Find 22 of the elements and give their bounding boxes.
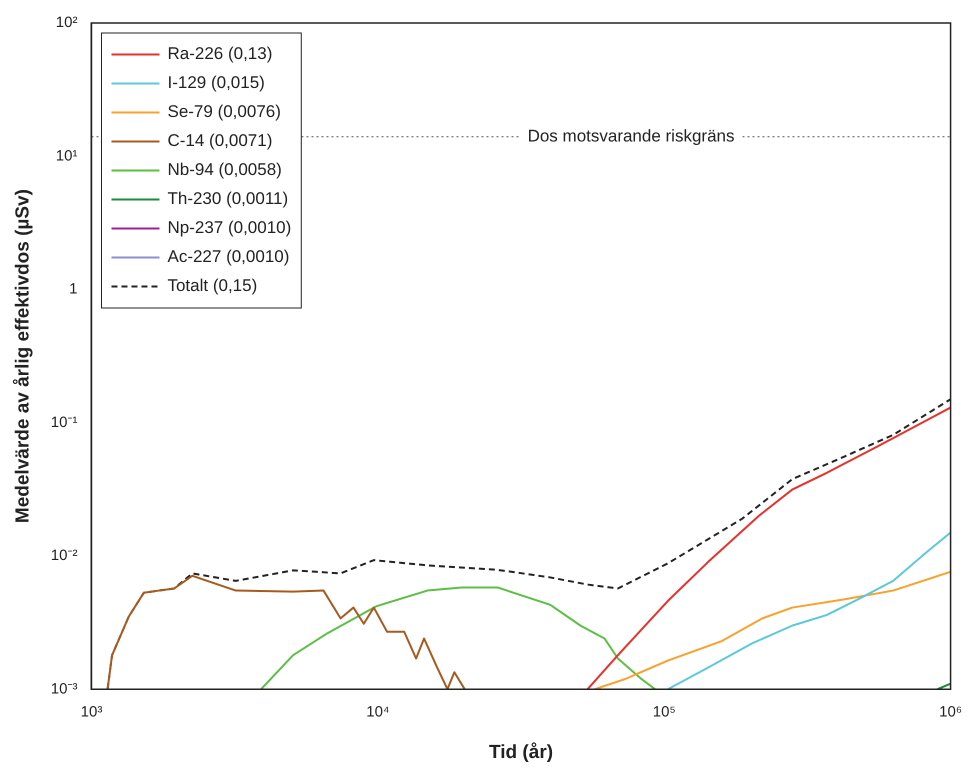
x-tick-label: 10⁶ (939, 703, 962, 720)
legend-label: C-14 (0,0071) (167, 131, 272, 150)
x-tick-label: 10⁴ (366, 703, 390, 720)
legend-label: Se-79 (0,0076) (167, 102, 281, 122)
y-tick-label: 10⁻² (50, 547, 78, 564)
y-tick-label: 10¹ (56, 147, 78, 164)
legend-label: Ac-227 (0,0010) (167, 247, 290, 266)
ref-line-label: Dos motsvarande riskgräns (528, 126, 734, 146)
y-tick-label: 1 (69, 280, 78, 298)
x-axis-title: Tid (år) (489, 742, 554, 763)
y-tick-label: 10⁻¹ (50, 414, 78, 431)
legend-label: I-129 (0,015) (167, 73, 265, 92)
legend-label: Totalt (0,15) (167, 276, 258, 296)
legend-label: Th-230 (0,0011) (167, 189, 288, 208)
x-tick-label: 10⁵ (652, 703, 676, 720)
x-tick-label: 10³ (80, 703, 102, 720)
y-tick-label: 10² (56, 14, 78, 32)
y-tick-label: 10⁻³ (50, 680, 78, 698)
legend-label: Np-237 (0,0010) (167, 218, 292, 238)
legend-label: Ra-226 (0,13) (167, 44, 272, 64)
legend-label: Nb-94 (0,0058) (167, 160, 282, 180)
y-axis-title: Medelvärde av årlig effektivdos (µSv) (12, 189, 34, 524)
